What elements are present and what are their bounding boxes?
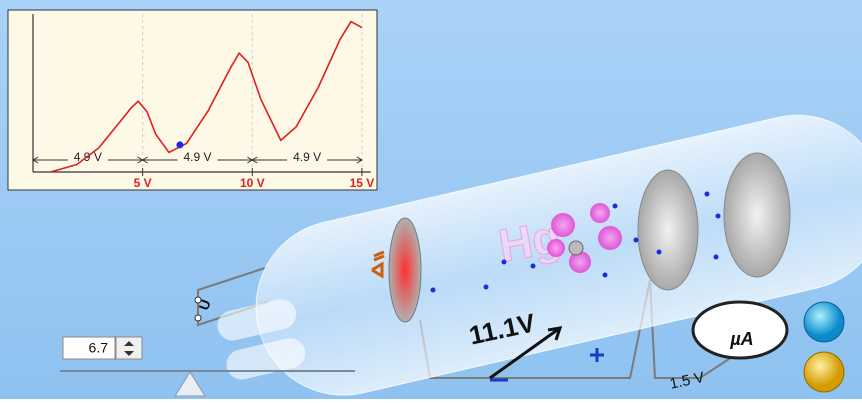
grid [638,170,698,290]
cathode [389,218,421,322]
yellow-button[interactable] [804,352,844,392]
x-tick-label: 5 V [134,176,152,190]
simulation: U Hg 11.1V 1.5 V µA 6.7 5 V10 V15 V4.9 V… [0,0,862,399]
blue-button[interactable] [804,302,844,342]
voltage-value: 6.7 [89,340,109,356]
x-tick-label: 10 V [240,176,265,190]
x-tick-label: 15 V [350,176,375,190]
terminal [195,315,201,321]
annotation: 4.9 V [183,150,211,164]
anode [724,153,790,277]
annotation: 4.9 V [293,150,321,164]
current-point [176,141,183,148]
meter-label: µA [729,329,753,349]
